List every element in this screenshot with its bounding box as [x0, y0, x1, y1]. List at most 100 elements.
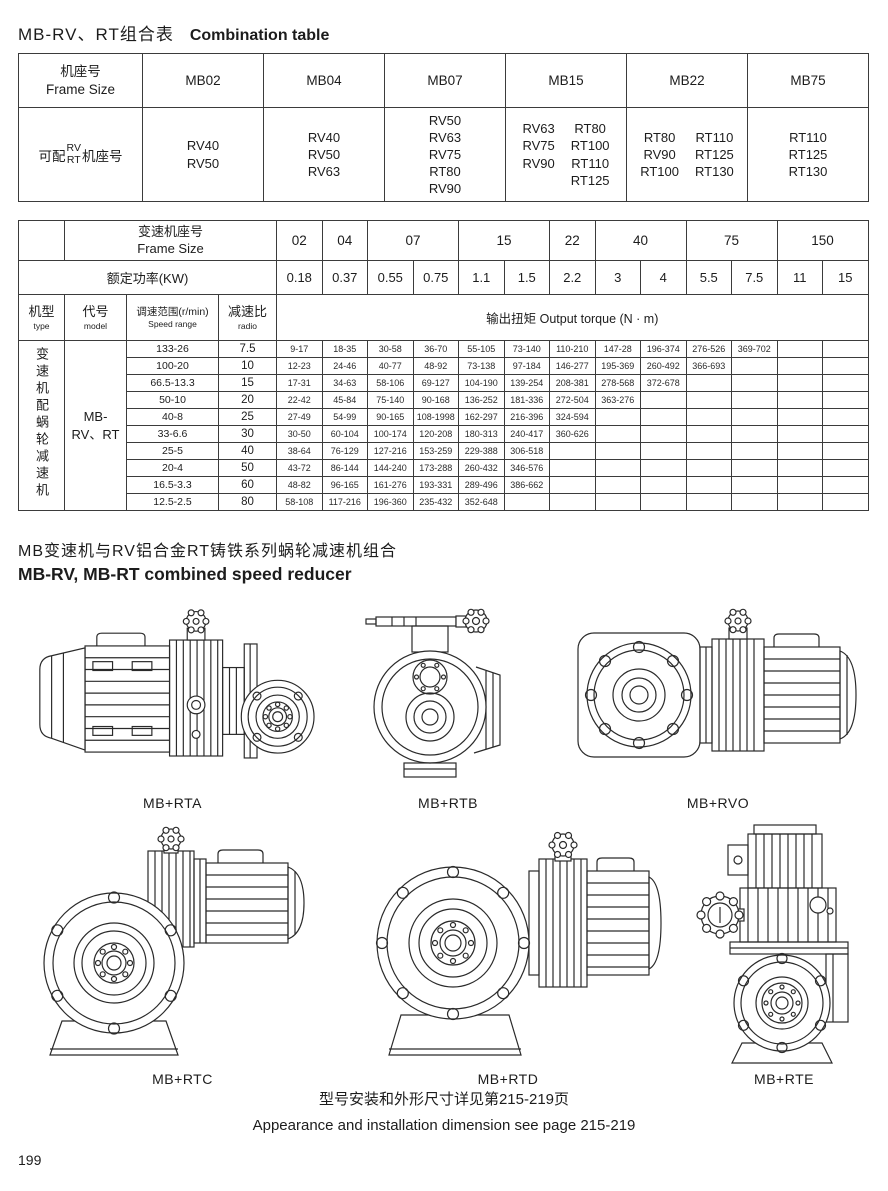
torque-cell	[822, 408, 869, 426]
hand-knob-icon	[696, 891, 745, 939]
torque-cell: 208-381	[549, 374, 596, 392]
model-col-header: 代号 model	[64, 294, 127, 341]
torque-cell	[822, 391, 869, 409]
combo-cell: RV50 RV63 RV75 RT80 RV90	[384, 107, 506, 202]
torque-cell	[594, 493, 642, 511]
drawing-mb-rtc	[43, 826, 305, 1056]
model-zh: 代号	[82, 304, 109, 320]
hand-knob-icon	[724, 608, 752, 640]
torque-cell: 181-336	[503, 391, 551, 409]
spec-data-row: 100-20 10 12-23 24-46 40-77 48-92 73-138 97-184…	[19, 357, 869, 375]
torque-cell: 153-259	[412, 442, 460, 460]
model-cell: MB- RV、RT	[64, 340, 127, 511]
ratio-en: radio	[238, 320, 257, 331]
torque-cell: 36-70	[412, 340, 460, 358]
combo-col: RV63 RV75 RV90	[522, 120, 554, 189]
torque-cell: 90-165	[367, 408, 414, 426]
frame-size-cell: 150	[776, 220, 869, 261]
ratio-cell: 60	[217, 476, 278, 494]
torque-cell: 30-58	[367, 340, 414, 358]
spec-data-row: 33-6.6 30 30-50 60-104 100-174 120-208 180-313…	[19, 425, 869, 443]
torque-cell	[594, 476, 642, 494]
torque-cell: 366-693	[685, 357, 733, 375]
torque-cell	[685, 459, 733, 477]
torque-cell	[822, 357, 869, 375]
torque-cell	[640, 442, 687, 460]
power-cell: 1.5	[503, 260, 551, 295]
spec-data-row: 40-8 25 27-49 54-99 90-165 108-1998 162-297 216…	[19, 408, 869, 426]
frame-code: RV40	[307, 129, 341, 145]
ratio-cell: 10	[217, 357, 278, 375]
combo-col: RT110 RT125 RT130	[789, 129, 828, 180]
motor-body	[727, 824, 823, 889]
torque-cell: 369-702	[731, 340, 778, 358]
compat-rv: RV	[66, 141, 81, 154]
type-zh: 机型	[28, 304, 55, 320]
ratio-cell: 30	[217, 425, 278, 443]
base-foot	[388, 1014, 522, 1056]
torque-cell: 58-108	[276, 493, 323, 511]
torque-cell	[594, 442, 642, 460]
torque-cell	[685, 374, 733, 392]
torque-cell	[503, 493, 551, 511]
power-cell: 4	[640, 260, 687, 295]
torque-cell	[776, 408, 824, 426]
torque-cell: 48-92	[412, 357, 460, 375]
torque-cell	[549, 476, 596, 494]
frame-size-cell: 02	[276, 220, 323, 261]
torque-cell	[822, 493, 869, 511]
torque-cell: 146-277	[549, 357, 596, 375]
torque-cell: 55-105	[458, 340, 505, 358]
combo-cells-row: 可配 RV RT 机座号 RV40 RV50 RV40 RV50 RV63 RV50 RV6…	[18, 107, 869, 202]
ratio-zh: 减速比	[228, 304, 268, 320]
spec-size-row: 变速机座号 Frame Size 02 04 07 15 22 40 75 150	[18, 220, 869, 261]
ratio-cell: 50	[217, 459, 278, 477]
power-cell: 0.55	[367, 260, 414, 295]
frame-size-cell: 75	[685, 220, 778, 261]
spec-table: 变速机座号 Frame Size 02 04 07 15 22 40 75 150 额定功率(…	[17, 220, 869, 511]
power-cell: 5.5	[685, 260, 733, 295]
model-header: MB07	[384, 53, 506, 108]
ratio-header: 减速比 radio	[217, 294, 278, 341]
torque-cell: 144-240	[367, 459, 414, 477]
frame-size-cell: 15	[458, 220, 551, 261]
page-number: 199	[18, 1152, 42, 1168]
combo-header-row: 机座号 Frame Size MB02 MB04 MB07 MB15 MB22 …	[18, 53, 869, 108]
torque-cell	[685, 442, 733, 460]
torque-cell: 278-568	[594, 374, 642, 392]
speed-range-cell: 20-4	[126, 459, 219, 477]
torque-cell	[731, 459, 778, 477]
torque-cell: 147-28	[594, 340, 642, 358]
torque-cell: 18-35	[321, 340, 369, 358]
torque-cell	[731, 391, 778, 409]
torque-cell	[685, 425, 733, 443]
torque-cell: 24-46	[321, 357, 369, 375]
round-housing	[375, 865, 531, 1021]
torque-cell	[640, 459, 687, 477]
square-flange	[577, 632, 701, 758]
frame-size-cell: 07	[367, 220, 460, 261]
combination-table: 机座号 Frame Size MB02 MB04 MB07 MB15 MB22 …	[18, 53, 869, 202]
torque-cell	[731, 425, 778, 443]
rated-power-label: 额定功率(KW)	[17, 260, 278, 295]
frame-code: RV90	[643, 146, 676, 162]
compat-stack: RV RT	[66, 141, 81, 166]
frame-size-en: Frame Size	[45, 81, 116, 97]
frame-code: RT80	[643, 129, 676, 145]
torque-cell: 386-662	[503, 476, 551, 494]
combo-col: RT110 RT125 RT130	[695, 129, 734, 180]
torque-cell: 48-82	[276, 476, 323, 494]
torque-cell: 30-50	[276, 425, 323, 443]
torque-cell: 306-518	[503, 442, 551, 460]
torque-cell: 90-168	[412, 391, 460, 409]
torque-cell	[822, 374, 869, 392]
frame-size-cell: 40	[594, 220, 687, 261]
ratio-cell: 25	[217, 408, 278, 426]
torque-cell: 58-106	[367, 374, 414, 392]
page-footer: 型号安装和外形尺寸详见第215-219页 Appearance and inst…	[18, 1087, 870, 1140]
torque-cell: 363-276	[594, 391, 642, 409]
combo-cell: RT80 RV90 RT100 RT110 RT125 RT130	[626, 107, 748, 202]
torque-cell	[776, 391, 824, 409]
section-title: MB变速机与RV铝合金RT铸铁系列蜗轮减速机组合 MB-RV, MB-RT co…	[18, 537, 870, 585]
torque-cell: 195-369	[594, 357, 642, 375]
